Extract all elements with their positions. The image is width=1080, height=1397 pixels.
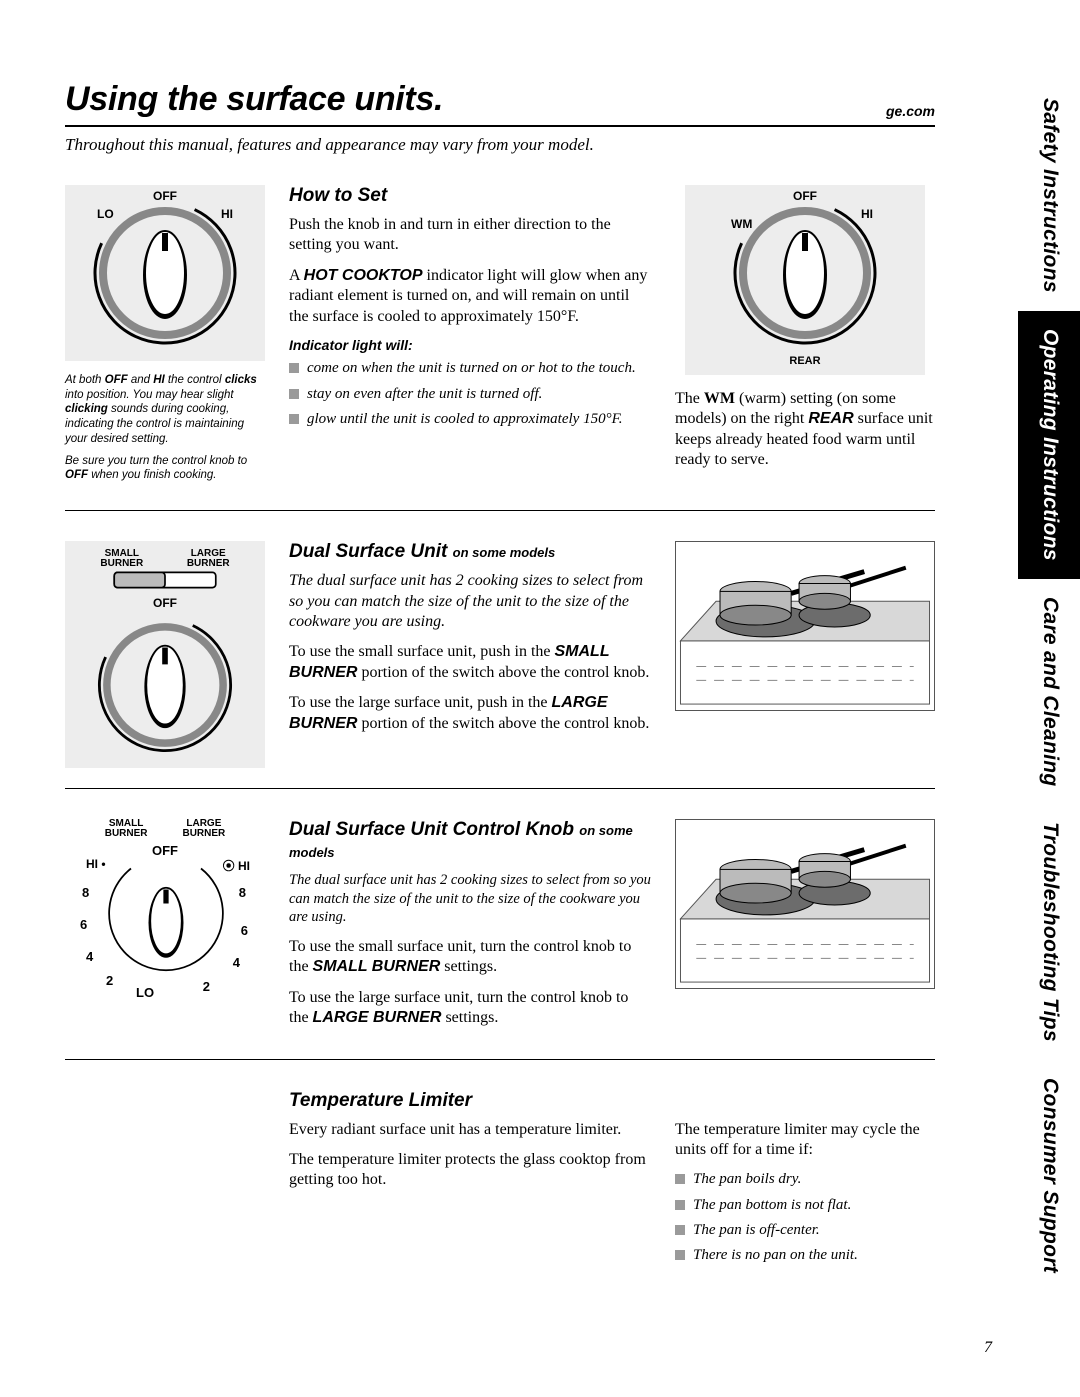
temp-limiter-p1: Every radiant surface unit has a tempera… — [289, 1120, 651, 1140]
dual-unit-p1: To use the small surface unit, push in t… — [289, 642, 651, 683]
temp-limiter-p2: The temperature limiter protects the gla… — [289, 1150, 651, 1191]
cooktop-pots-figure — [675, 541, 935, 711]
dual-unit-p2: To use the large surface unit, push in t… — [289, 693, 651, 734]
dial-hi-label: HI — [221, 207, 233, 221]
page-header: Using the surface units. ge.com — [65, 80, 935, 127]
page-title: Using the surface units. — [65, 80, 443, 119]
list-item: glow until the unit is cooled to approxi… — [289, 410, 651, 429]
dual-knob-p2: To use the large surface unit, turn the … — [289, 988, 651, 1029]
dual-unit-heading: Dual Surface Unit on some models — [289, 541, 651, 563]
dual-knob-heading: Dual Surface Unit Control Knob on some m… — [289, 819, 651, 863]
small-burner-label: SMALL BURNER — [93, 819, 159, 839]
dual-knob-intro: The dual surface unit has 2 cooking size… — [289, 871, 651, 927]
list-item: stay on even after the unit is turned of… — [289, 385, 651, 404]
dial-lo-label: LO — [97, 207, 114, 221]
large-burner-label: LARGE BURNER — [171, 819, 237, 839]
indicator-list: come on when the unit is turned on or ho… — [289, 359, 651, 429]
off-label: OFF — [71, 596, 259, 610]
list-item: come on when the unit is turned on or ho… — [289, 359, 651, 378]
temp-limiter-heading: Temperature Limiter — [289, 1090, 651, 1112]
temp-limiter-list: The pan boils dry. The pan bottom is not… — [675, 1170, 935, 1265]
section-temperature-limiter: Temperature Limiter Every radiant surfac… — [65, 1090, 935, 1292]
how-to-set-heading: How to Set — [289, 185, 651, 207]
rocker-switch-icon — [71, 569, 259, 591]
dial-icon — [90, 610, 240, 760]
section-dual-surface-unit: SMALL BURNER LARGE BURNER OFF — [65, 541, 935, 789]
page-number: 7 — [984, 1339, 992, 1357]
dial-off-label: OFF — [153, 189, 177, 203]
dual-knob-p1: To use the small surface unit, turn the … — [289, 937, 651, 978]
dial-icon — [96, 851, 236, 991]
section-dual-control-knob: SMALL BURNER LARGE BURNER OFF HI • ⦿ HI … — [65, 819, 935, 1060]
brand-link[interactable]: ge.com — [886, 103, 935, 119]
list-item: The pan boils dry. — [675, 1170, 935, 1189]
wm-description: The WM (warm) setting (on some models) o… — [675, 389, 935, 471]
dial-wm-label: WM — [731, 217, 752, 231]
cooktop-pots-figure — [675, 819, 935, 989]
dial-caption: At both OFF and HI the control clicks in… — [65, 373, 265, 483]
dual-control-figure: SMALL BURNER LARGE BURNER OFF HI • ⦿ HI … — [65, 819, 265, 1003]
dial-hi-label: HI — [861, 207, 873, 221]
knob-dial-figure: OFF LO HI — [65, 185, 265, 361]
dial-off-label: OFF — [793, 189, 817, 203]
dual-knob-figure: SMALL BURNER LARGE BURNER OFF — [65, 541, 265, 768]
list-item: The pan is off-center. — [675, 1221, 935, 1240]
rear-label: REAR — [691, 355, 919, 367]
rear-dial-figure: OFF WM HI REAR — [685, 185, 925, 375]
temp-limiter-p3: The temperature limiter may cycle the un… — [675, 1120, 935, 1161]
page-subtitle: Throughout this manual, features and app… — [65, 135, 935, 155]
small-burner-label: SMALL BURNER — [85, 549, 159, 569]
list-item: There is no pan on the unit. — [675, 1246, 935, 1265]
dual-unit-intro: The dual surface unit has 2 cooking size… — [289, 571, 651, 632]
large-burner-label: LARGE BURNER — [171, 549, 245, 569]
how-to-set-p2: A HOT COOKTOP indicator light will glow … — [289, 266, 651, 327]
section-how-to-set: OFF LO HI At both OFF and HI the control… — [65, 185, 935, 511]
indicator-subheading: Indicator light will: — [289, 337, 651, 353]
how-to-set-p1: Push the knob in and turn in either dire… — [289, 215, 651, 256]
list-item: The pan bottom is not flat. — [675, 1196, 935, 1215]
